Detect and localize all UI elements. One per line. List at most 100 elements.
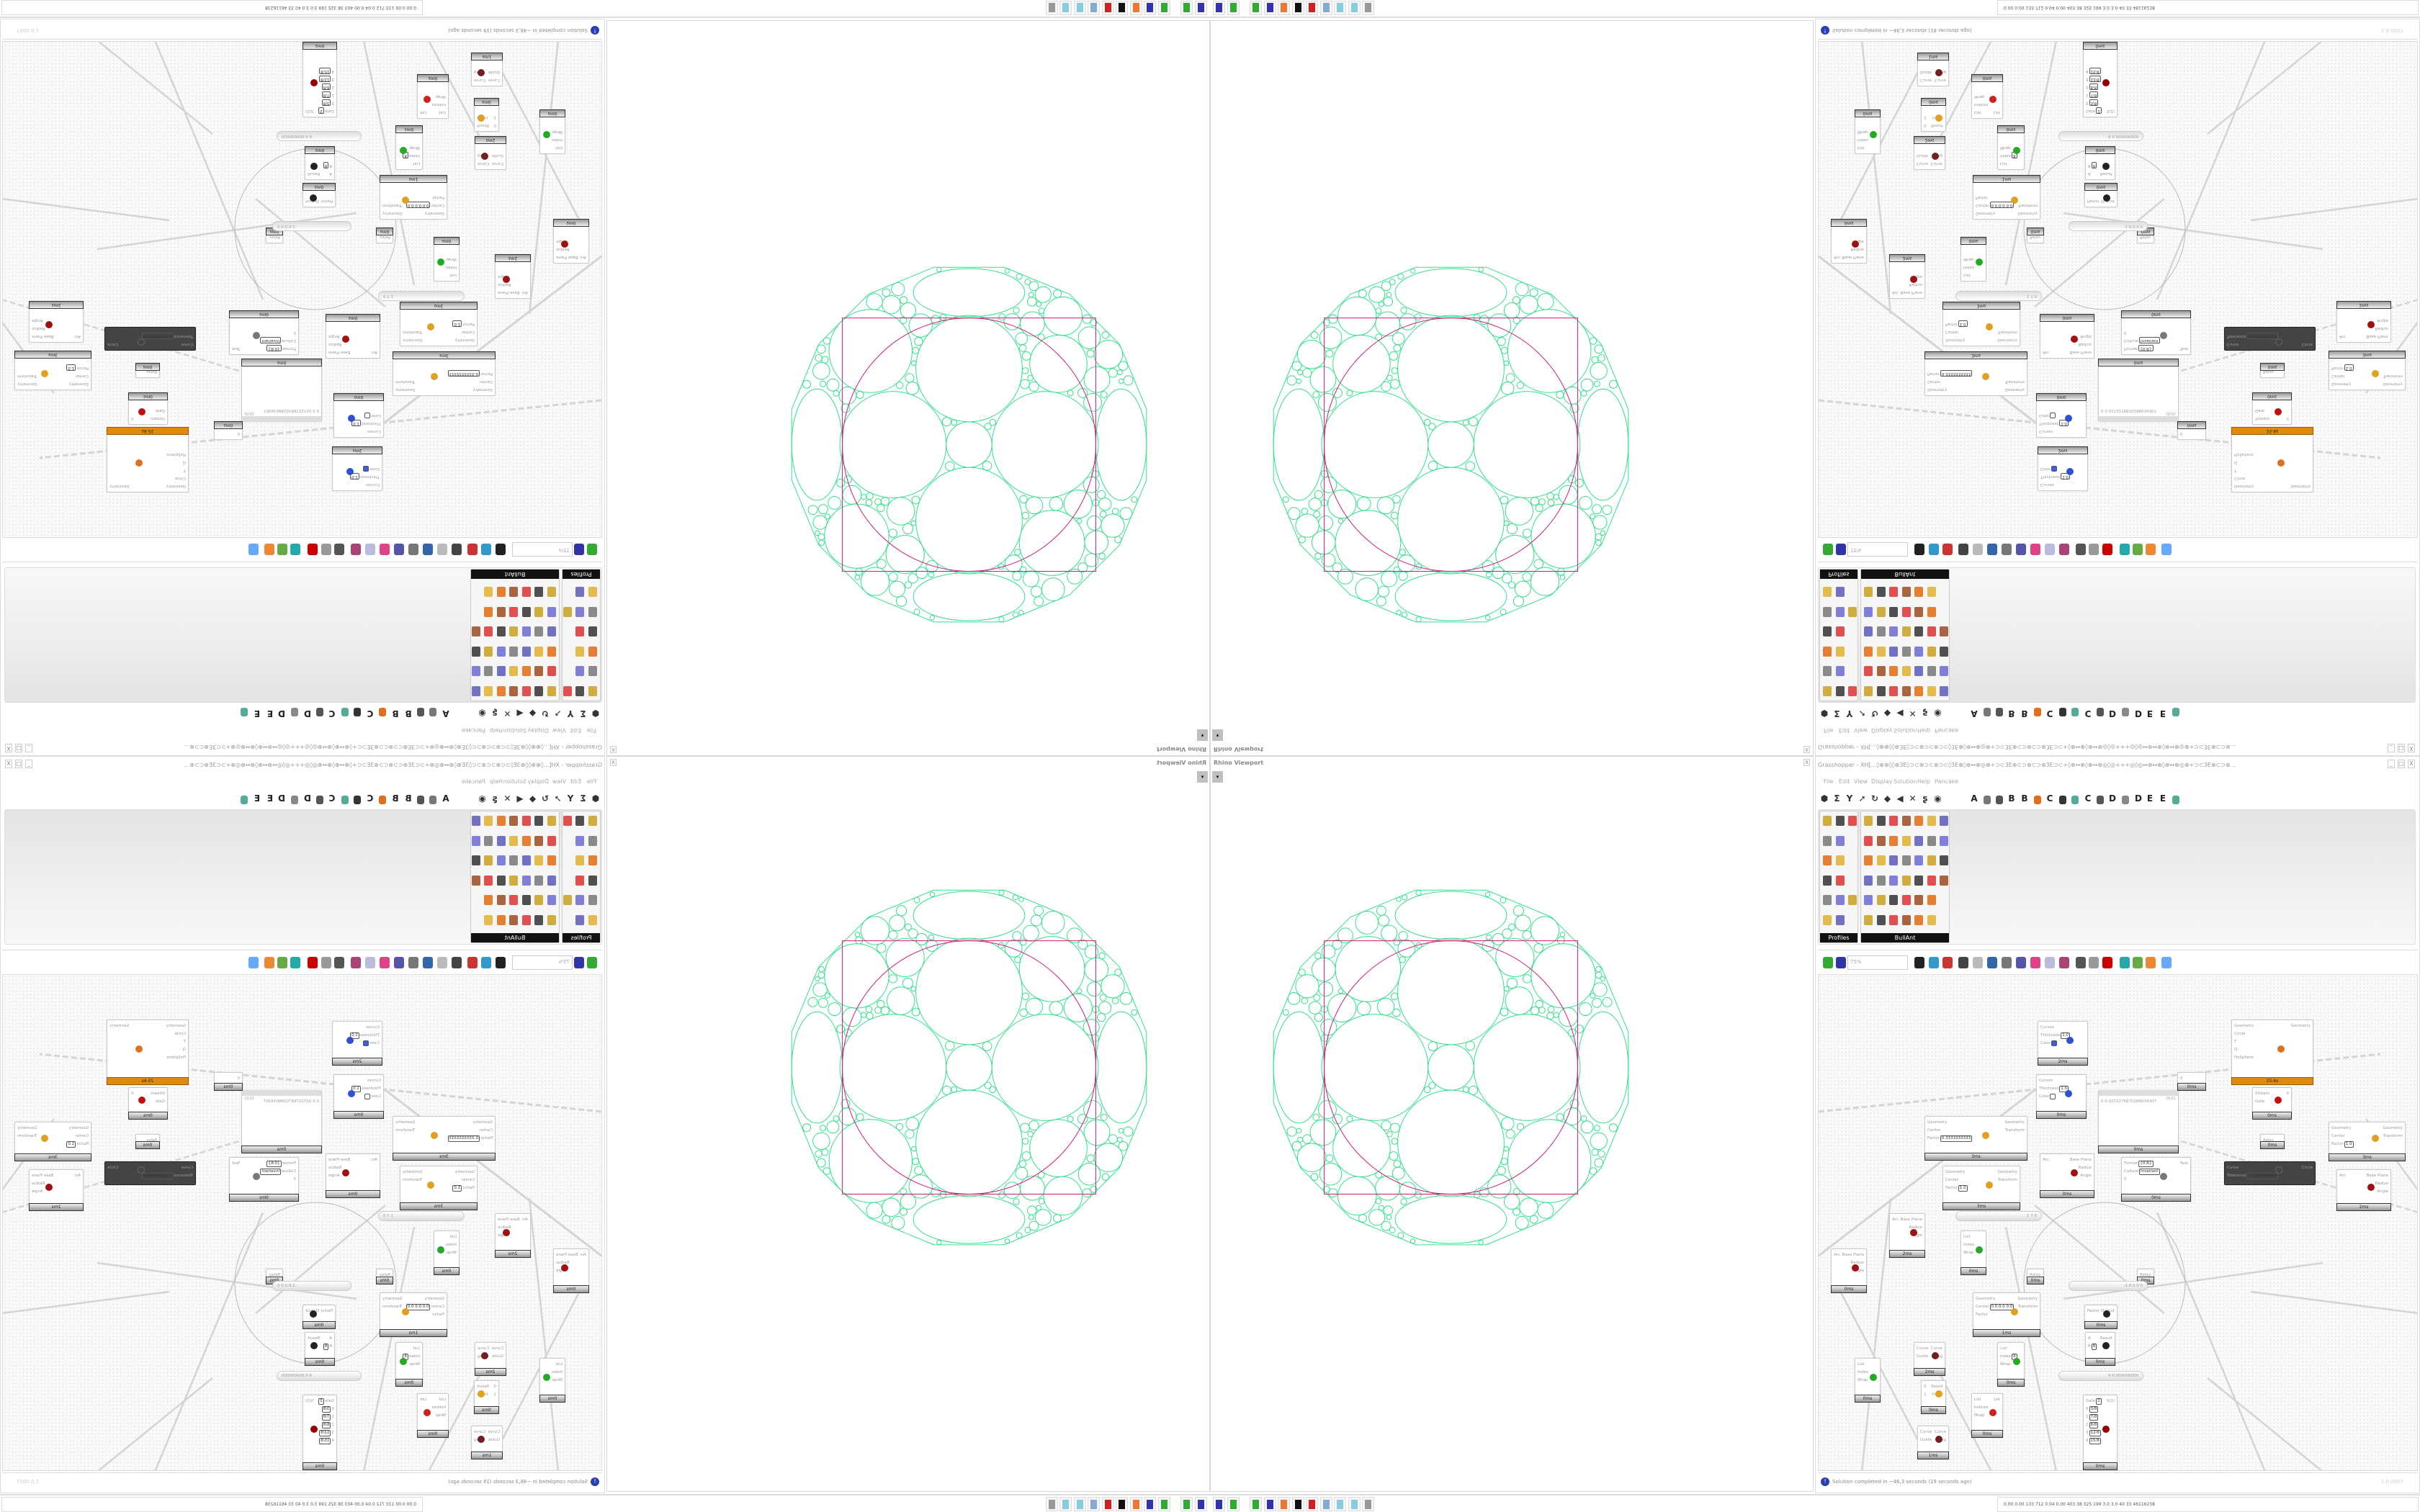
param-value[interactable]: 8/8 (321, 84, 331, 90)
menu-view[interactable]: View (1854, 778, 1868, 785)
component-node[interactable]: List Index Wrap 0ms (434, 237, 460, 282)
component-node[interactable]: 01ResultIndex0ms (474, 1380, 499, 1414)
input-param[interactable]: List (446, 1233, 457, 1241)
floppy-x86-icon[interactable] (1195, 1497, 1207, 1511)
component-node[interactable]: Geometry Circle T Q FixSphere Geometry 25.6s (107, 427, 189, 492)
component-node[interactable]: Relay 0ms (376, 228, 393, 243)
input-param[interactable]: FixSphere (2234, 1054, 2254, 1062)
intersect-icon[interactable]: ✕ (503, 793, 511, 804)
number-slider[interactable]: 9 0.000000000 (277, 1371, 362, 1381)
component-icon[interactable] (497, 855, 506, 865)
component-icon[interactable] (472, 666, 480, 677)
tab-icon[interactable] (2071, 796, 2079, 804)
floppy-x64-icon[interactable] (1144, 1497, 1157, 1511)
component-icon[interactable] (497, 626, 506, 637)
menu-file[interactable]: File (586, 727, 596, 734)
surface-icon[interactable]: ◆ (1883, 793, 1891, 804)
loop-icon[interactable]: ↻ (1870, 708, 1879, 719)
menu-view[interactable]: View (1854, 727, 1868, 734)
surface-icon[interactable]: ◆ (529, 708, 537, 719)
output-param[interactable]: List (420, 110, 427, 114)
output-param[interactable]: Geometry (2383, 1126, 2403, 1130)
component-icon[interactable] (575, 607, 585, 617)
component-icon[interactable] (588, 875, 597, 886)
input-param[interactable]: Center (2331, 1133, 2354, 1140)
output-param[interactable]: Transform (2017, 203, 2038, 207)
notepad-icon[interactable] (1348, 1, 1361, 15)
output-param[interactable]: Text (232, 346, 241, 351)
input-param[interactable]: Center (1927, 1127, 1972, 1135)
input-param[interactable]: Curve (142, 340, 193, 348)
component-node[interactable]: Relay 0ms (135, 363, 160, 378)
output-param[interactable]: Result (1931, 1385, 1943, 1389)
param-value[interactable]: 7/8 (321, 1414, 331, 1421)
input-param[interactable]: FixSphere (166, 450, 186, 458)
input-param[interactable]: Center (1927, 377, 1972, 385)
arrow-icon[interactable]: ➚ (1858, 793, 1866, 804)
menu-edit[interactable]: Edit (570, 727, 582, 734)
component-icon[interactable] (1914, 816, 1923, 826)
input-param[interactable]: Indices (432, 1404, 446, 1412)
component-icon[interactable] (1835, 607, 1845, 617)
component-icon[interactable] (1835, 666, 1845, 677)
printer-icon[interactable] (1362, 1497, 1374, 1511)
input-param[interactable]: Curve (488, 76, 500, 84)
input-param[interactable]: 0 (260, 328, 297, 336)
input-param[interactable]: Curves (2039, 1077, 2069, 1085)
inkscape-icon[interactable] (1116, 1497, 1129, 1511)
component-icon[interactable] (563, 895, 572, 905)
component-icon[interactable] (522, 686, 531, 696)
component-icon[interactable] (1927, 686, 1936, 696)
input-param[interactable]: Color (351, 411, 381, 419)
input-param[interactable]: Arc (1834, 253, 1840, 261)
tab-icon[interactable] (341, 796, 349, 804)
input-param[interactable]: Q (166, 458, 186, 466)
input-param[interactable]: Index (1963, 1241, 1974, 1249)
output-param[interactable]: Result (477, 1385, 489, 1389)
input-param[interactable]: Geometry (1927, 1119, 1972, 1127)
component-icon[interactable] (563, 816, 572, 826)
input-param[interactable]: List (403, 159, 420, 167)
component-icon[interactable] (1823, 816, 1832, 826)
input-param[interactable]: Format{0:R} (260, 1160, 296, 1168)
email-icon[interactable] (1973, 957, 1983, 968)
component-icon[interactable] (1901, 647, 1911, 657)
input-param[interactable]: Center (1945, 1176, 1968, 1184)
param-value[interactable]: 0.3333333333 (447, 1135, 480, 1142)
output-param[interactable]: Geometry (2017, 1297, 2038, 1301)
component-icon[interactable] (575, 686, 585, 696)
param-value[interactable]: {0:R} (2138, 345, 2154, 351)
tab-b[interactable]: B (2021, 793, 2028, 804)
tab-e[interactable]: E (2146, 793, 2154, 804)
tab-a[interactable]: A (442, 793, 449, 804)
rhino-viewport[interactable]: Rhino Viewport X ▾ (606, 756, 1210, 1492)
output-param[interactable]: Geometry (17, 382, 37, 386)
save-icon[interactable] (574, 957, 584, 968)
component-icon[interactable] (547, 835, 556, 846)
input-param[interactable]: Geometry (1945, 1169, 1968, 1176)
component-icon[interactable] (1823, 647, 1832, 657)
tab-a[interactable]: A (442, 708, 449, 719)
output-param[interactable]: Base Plane (1900, 1218, 1922, 1222)
output-param[interactable]: Base Plane (498, 1218, 520, 1222)
tab-b[interactable]: B (2008, 708, 2015, 719)
menu-pancake[interactable]: Pancake (1935, 778, 1959, 785)
component-icon[interactable] (1927, 875, 1936, 886)
menu-file[interactable]: File (1824, 727, 1834, 734)
tab-e[interactable]: E (266, 708, 274, 719)
input-param[interactable]: 415/8 (318, 1437, 334, 1445)
kangaroo-icon[interactable] (290, 544, 300, 555)
output-param[interactable]: Base Plane (32, 1174, 54, 1178)
component-icon[interactable] (1889, 875, 1898, 886)
input-param[interactable]: 0 (494, 1383, 497, 1391)
color-swatch[interactable] (364, 1093, 370, 1099)
output-param[interactable]: Transform (2017, 1305, 2038, 1309)
